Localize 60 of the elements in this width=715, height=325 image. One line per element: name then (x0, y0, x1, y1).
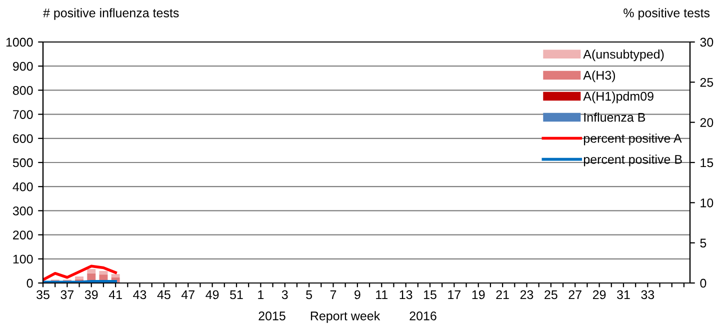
bar (111, 274, 120, 278)
text: 2015 (258, 312, 286, 320)
x-tick-label: 45 (157, 290, 170, 300)
x-tick-label: 41 (108, 290, 122, 300)
text: 2016 (410, 312, 436, 320)
x-tick-label: 21 (496, 290, 509, 300)
y-axis-title: # positive influenza tests (43, 8, 179, 20)
y-tick-label: 300 (12, 206, 33, 216)
x-tick-label: 3 (282, 290, 288, 300)
x-tick-label: 51 (230, 290, 243, 300)
y-tick-label: 200 (13, 230, 33, 240)
legend-label: Influenza B (584, 112, 646, 122)
y-tick-label: 700 (13, 110, 33, 119)
y2-tick-label: 25 (700, 78, 714, 87)
x-tick-label: 39 (84, 290, 98, 300)
x-tick-label: 43 (133, 290, 146, 300)
y-tick-label: 0 (26, 278, 33, 288)
y-tick-label: 800 (12, 86, 33, 95)
y2-tick-label: 0 (700, 278, 706, 288)
y2-tick-label: 15 (700, 158, 714, 168)
x-tick-label: 35 (36, 290, 50, 300)
x-tick-label: 29 (592, 290, 606, 300)
y2-tick-label: 10 (700, 198, 714, 208)
x-tick-label: 33 (641, 290, 654, 300)
x-tick-label: 19 (472, 290, 485, 300)
x-tick-label: 15 (424, 290, 436, 300)
y2-tick-label: 5 (700, 238, 706, 248)
legend-label: A(H3) (583, 70, 616, 82)
x-tick-label: 9 (354, 290, 360, 300)
bar (75, 276, 84, 280)
bar (87, 269, 96, 274)
x-tick-label: 17 (448, 290, 461, 300)
x-tick-label: 1 (258, 290, 264, 300)
x-tick-label: 31 (617, 290, 630, 300)
x-tick-label: 47 (181, 290, 194, 300)
x-tick-label: 11 (376, 290, 388, 300)
x-tick-label: 27 (568, 290, 582, 300)
legend-label: percent positive A (584, 134, 682, 146)
y2-tick-label: 20 (700, 118, 714, 127)
legend-label: A(unsubtyped) (583, 50, 664, 62)
line-series (43, 264, 117, 282)
legend-label: percent positive B (584, 154, 682, 166)
y-tick-label: 1000 (6, 38, 33, 47)
x-axis-title: Report week (310, 311, 380, 323)
y2-tick-label: 30 (700, 38, 714, 47)
legend-label: A(H1)pdm09 (583, 92, 654, 104)
x-tick-label: 13 (400, 290, 412, 300)
x-tick-label: 25 (544, 290, 558, 300)
x-tick-label: 5 (306, 290, 312, 300)
y2-axis-title: % positive tests (624, 8, 710, 20)
bar (99, 270, 108, 275)
x-tick-label: 7 (330, 290, 336, 300)
y-tick-label: 600 (13, 134, 33, 144)
y-tick-label: 100 (13, 254, 33, 264)
x-tick-label: 37 (60, 290, 74, 300)
x-tick-label: 49 (206, 290, 219, 300)
x-tick-label: 23 (520, 290, 534, 300)
y-tick-label: 400 (12, 182, 33, 192)
y-tick-label: 900 (13, 62, 33, 71)
y-tick-label: 500 (12, 158, 33, 168)
